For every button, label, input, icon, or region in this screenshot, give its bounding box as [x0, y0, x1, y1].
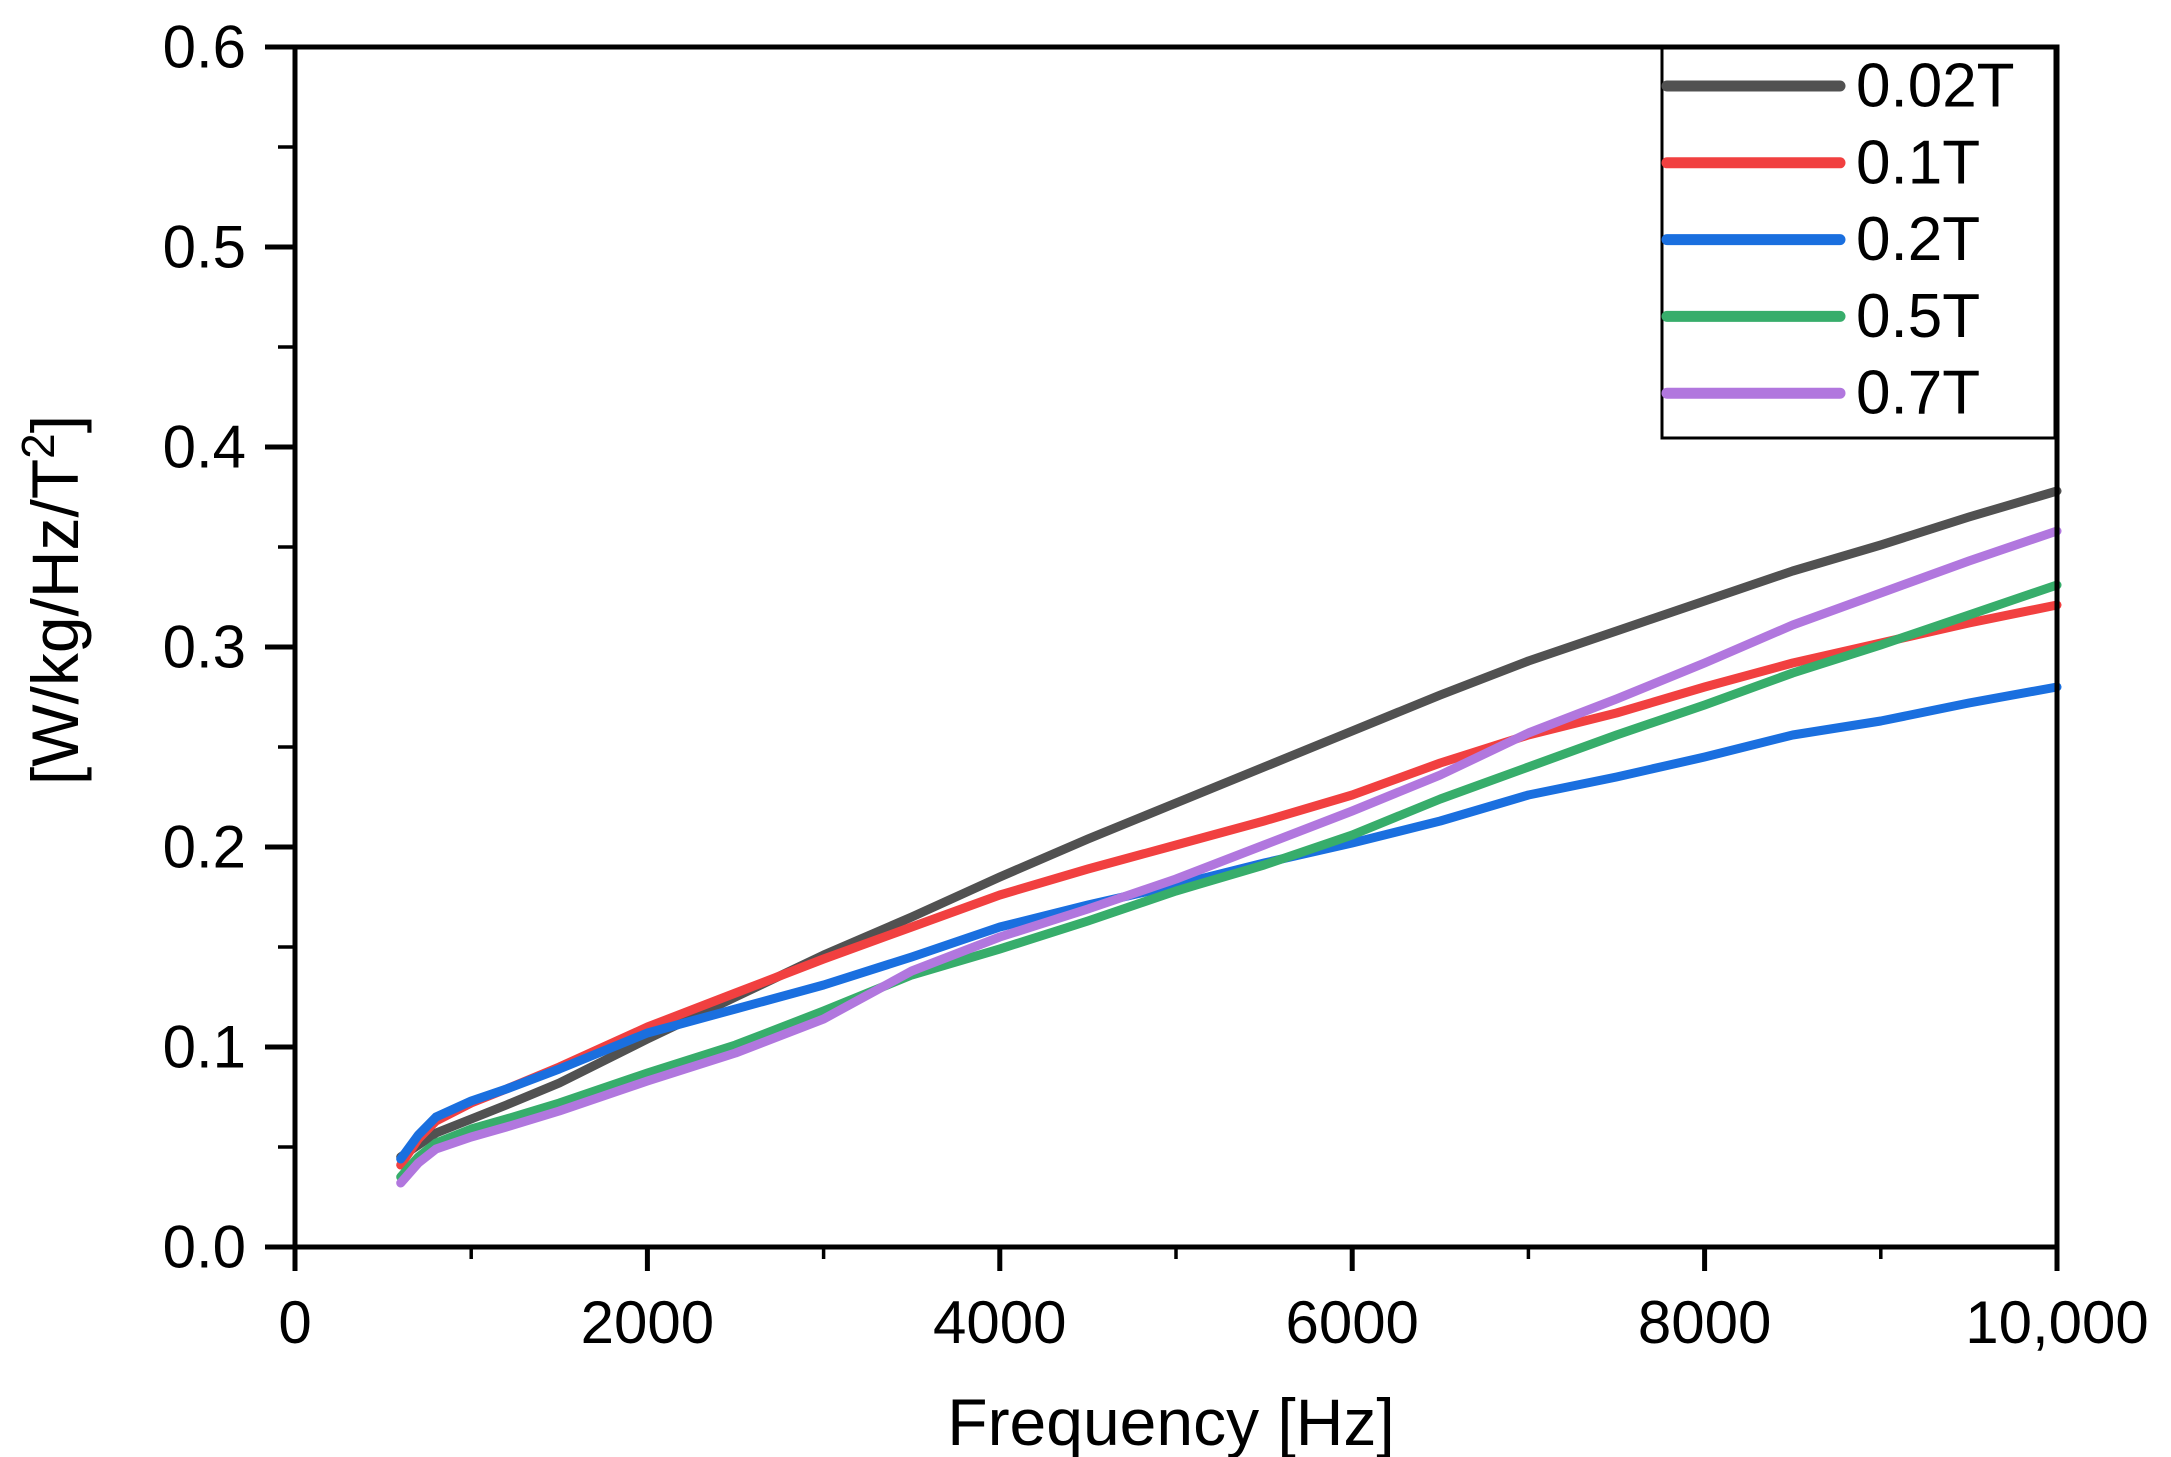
series-line-0.5T: [396, 580, 2062, 1182]
x-tick-label-0: 0: [278, 1289, 311, 1356]
legend-label-0.02T: 0.02T: [1856, 52, 2015, 121]
y-tick-label-0.4: 0.4: [163, 414, 246, 481]
y-axis-title: [W/kg/Hz/T2]: [12, 415, 92, 785]
y-tick-label-0.3: 0.3: [163, 614, 246, 681]
x-tick-label-2000: 2000: [581, 1289, 714, 1356]
y-tick-label-0.1: 0.1: [163, 1014, 246, 1081]
legend-label-0.7T: 0.7T: [1856, 359, 1980, 428]
y-tick-label-0.6: 0.6: [163, 14, 246, 81]
y-tick-label-0.2: 0.2: [163, 814, 246, 881]
x-tick-label-8000: 8000: [1638, 1289, 1771, 1356]
legend-label-0.5T: 0.5T: [1856, 282, 1980, 351]
y-tick-label-0.5: 0.5: [163, 214, 246, 281]
x-tick-label-4000: 4000: [933, 1289, 1066, 1356]
legend-label-0.2T: 0.2T: [1856, 205, 1980, 274]
legend-label-0.1T: 0.1T: [1856, 128, 1980, 197]
series-line-0.7T: [396, 526, 2062, 1188]
series-line-0.02T: [396, 486, 2062, 1162]
x-tick-label-10,000: 10,000: [1965, 1289, 2149, 1356]
x-axis-title: Frequency [Hz]: [947, 1385, 1395, 1457]
y-tick-label-0.0: 0.0: [163, 1214, 246, 1281]
x-tick-label-6000: 6000: [1285, 1289, 1418, 1356]
plot-frame: [292, 44, 2060, 1250]
